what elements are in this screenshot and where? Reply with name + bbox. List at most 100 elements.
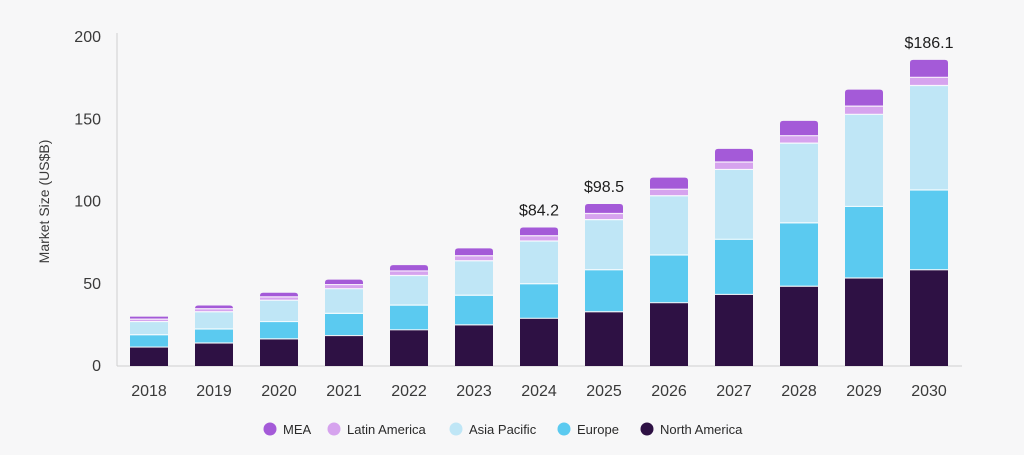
x-tick-label: 2021 bbox=[326, 383, 362, 400]
legend-item-north-america[interactable]: North America bbox=[640, 422, 744, 437]
bar-segment-asia-pacific-2027 bbox=[715, 169, 753, 240]
y-tick-label: 150 bbox=[74, 111, 101, 128]
bar-segment-asia-pacific-2021 bbox=[325, 288, 363, 314]
bar-segment-asia-pacific-2025 bbox=[585, 219, 623, 270]
legend-label: Latin America bbox=[347, 422, 427, 437]
total-label-2025: $98.5 bbox=[584, 179, 624, 196]
bar-segment-asia-pacific-2030 bbox=[910, 85, 948, 190]
bar-segment-europe-2018 bbox=[130, 334, 168, 348]
bar-segment-asia-pacific-2020 bbox=[260, 300, 298, 322]
bar-segment-north-america-2023 bbox=[455, 324, 493, 366]
x-tick-label: 2026 bbox=[651, 383, 687, 400]
legend-swatch bbox=[449, 422, 463, 436]
bar-segment-asia-pacific-2019 bbox=[195, 311, 233, 329]
bar-segment-latin-america-2029 bbox=[845, 106, 883, 115]
bar-segment-north-america-2030 bbox=[910, 269, 948, 366]
legend-swatch bbox=[327, 422, 341, 436]
y-tick-label: 50 bbox=[83, 276, 101, 293]
bar-segment-europe-2023 bbox=[455, 295, 493, 325]
bar-segment-asia-pacific-2028 bbox=[780, 143, 818, 223]
bar-segment-mea-2024 bbox=[520, 227, 558, 236]
legend-label: Asia Pacific bbox=[469, 422, 537, 437]
legend-swatch bbox=[263, 422, 277, 436]
bar-segment-north-america-2028 bbox=[780, 286, 818, 366]
bar-segment-mea-2018 bbox=[130, 316, 168, 320]
legend-swatch bbox=[640, 422, 654, 436]
x-tick-label: 2029 bbox=[846, 383, 882, 400]
bar-segment-europe-2024 bbox=[520, 283, 558, 319]
x-tick-label: 2030 bbox=[911, 383, 947, 400]
bar-segment-asia-pacific-2024 bbox=[520, 240, 558, 284]
legend-label: North America bbox=[660, 422, 743, 437]
bar-segment-mea-2030 bbox=[910, 59, 948, 78]
legend-swatch bbox=[557, 422, 571, 436]
bar-segment-latin-america-2023 bbox=[455, 255, 493, 261]
bar-segment-europe-2021 bbox=[325, 313, 363, 336]
bar-segment-north-america-2019 bbox=[195, 342, 233, 366]
bar-segment-asia-pacific-2029 bbox=[845, 114, 883, 207]
bar-segment-north-america-2026 bbox=[650, 302, 688, 366]
bar-segment-europe-2025 bbox=[585, 269, 623, 312]
x-tick-label: 2023 bbox=[456, 383, 492, 400]
bar-segment-mea-2022 bbox=[390, 265, 428, 271]
legend-label: MEA bbox=[283, 422, 312, 437]
bar-segment-europe-2022 bbox=[390, 305, 428, 330]
bar-segment-asia-pacific-2023 bbox=[455, 260, 493, 296]
bar-segment-mea-2023 bbox=[455, 248, 493, 256]
bar-segment-latin-america-2024 bbox=[520, 235, 558, 241]
x-tick-label: 2019 bbox=[196, 383, 232, 400]
bar-segment-north-america-2029 bbox=[845, 277, 883, 366]
bar-segment-mea-2027 bbox=[715, 148, 753, 163]
legend: MEA Latin America Asia Pacific Europe North … bbox=[263, 422, 744, 437]
bar-segment-north-america-2021 bbox=[325, 335, 363, 366]
legend-label: Europe bbox=[577, 422, 619, 437]
bar-segment-latin-america-2018 bbox=[130, 319, 168, 322]
bars bbox=[130, 59, 948, 366]
x-tick-label: 2018 bbox=[131, 383, 167, 400]
legend-item-latin-america[interactable]: Latin America bbox=[327, 422, 427, 437]
y-tick-label: 100 bbox=[74, 194, 101, 211]
bar-segment-europe-2027 bbox=[715, 239, 753, 295]
bar-segment-europe-2030 bbox=[910, 189, 948, 270]
bar-segment-north-america-2025 bbox=[585, 311, 623, 366]
bar-segment-latin-america-2022 bbox=[390, 270, 428, 276]
bar-segment-mea-2021 bbox=[325, 279, 363, 285]
legend-item-mea[interactable]: MEA bbox=[263, 422, 312, 437]
bar-segment-latin-america-2020 bbox=[260, 296, 298, 301]
bar-segment-europe-2026 bbox=[650, 254, 688, 303]
bar-segment-mea-2029 bbox=[845, 89, 883, 107]
labels: $84.2 $98.5 $186.1 bbox=[519, 35, 954, 220]
bar-segment-europe-2028 bbox=[780, 222, 818, 287]
bar-segment-latin-america-2027 bbox=[715, 162, 753, 170]
bar-segment-mea-2026 bbox=[650, 177, 688, 190]
bar-segment-europe-2029 bbox=[845, 206, 883, 278]
legend-item-asia-pacific[interactable]: Asia Pacific bbox=[449, 422, 537, 437]
bar-segment-latin-america-2021 bbox=[325, 284, 363, 289]
bar-segment-mea-2025 bbox=[585, 203, 623, 214]
bar-segment-asia-pacific-2026 bbox=[650, 195, 688, 255]
bar-segment-latin-america-2019 bbox=[195, 308, 233, 312]
bar-segment-mea-2020 bbox=[260, 292, 298, 297]
bar-segment-europe-2020 bbox=[260, 321, 298, 339]
bar-segment-latin-america-2030 bbox=[910, 77, 948, 86]
bar-segment-latin-america-2028 bbox=[780, 135, 818, 144]
bar-segment-europe-2019 bbox=[195, 328, 233, 343]
y-axis-label: Market Size (US$B) bbox=[36, 140, 52, 264]
x-tick-label: 2025 bbox=[586, 383, 622, 400]
axes: 0 50 100 150 200 Market Size (US$B) 2018 2019 20… bbox=[36, 29, 962, 400]
x-tick-label: 2027 bbox=[716, 383, 752, 400]
total-label-2030: $186.1 bbox=[905, 35, 954, 52]
total-label-2024: $84.2 bbox=[519, 202, 559, 219]
bar-segment-north-america-2020 bbox=[260, 338, 298, 366]
bar-segment-north-america-2024 bbox=[520, 318, 558, 366]
bar-segment-latin-america-2025 bbox=[585, 213, 623, 220]
legend-item-europe[interactable]: Europe bbox=[557, 422, 619, 437]
bar-segment-mea-2028 bbox=[780, 120, 818, 136]
x-tick-label: 2024 bbox=[521, 383, 557, 400]
bar-segment-north-america-2022 bbox=[390, 329, 428, 366]
bar-segment-asia-pacific-2018 bbox=[130, 321, 168, 335]
bar-segment-latin-america-2026 bbox=[650, 189, 688, 196]
bar-segment-north-america-2018 bbox=[130, 347, 168, 366]
